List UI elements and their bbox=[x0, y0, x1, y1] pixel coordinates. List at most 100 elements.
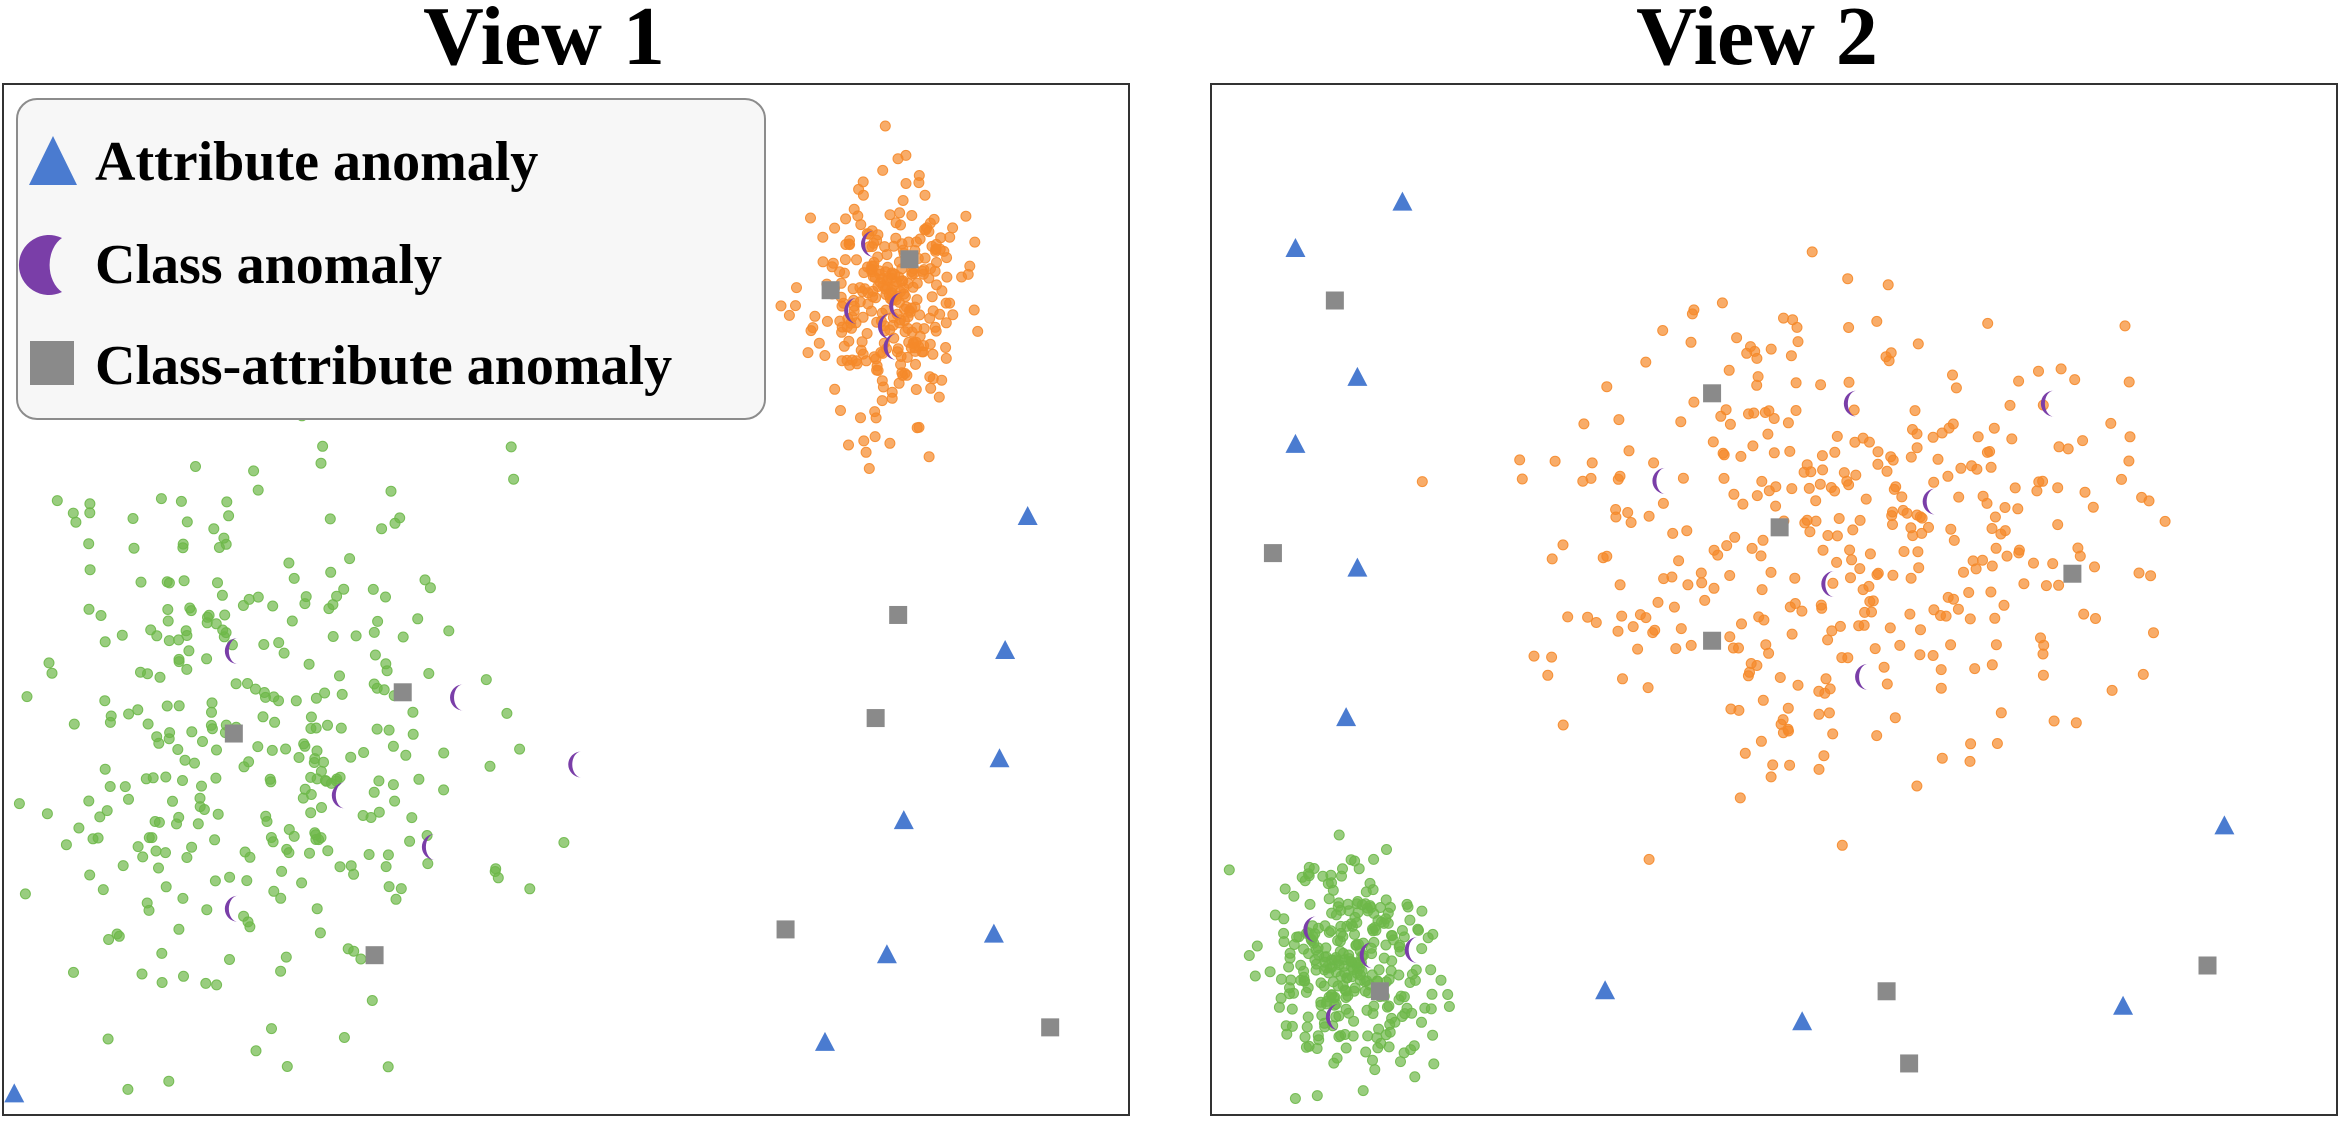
cluster-point bbox=[1577, 475, 1589, 487]
cluster-point bbox=[1898, 546, 1910, 557]
cluster-point bbox=[1617, 673, 1628, 685]
cluster-point bbox=[325, 566, 337, 578]
cluster-point bbox=[1871, 315, 1883, 327]
cluster-point bbox=[1990, 639, 2002, 651]
cluster-point bbox=[281, 843, 293, 855]
cluster-point bbox=[2055, 363, 2067, 375]
cluster-point bbox=[1427, 1029, 1439, 1041]
cluster-point bbox=[175, 495, 187, 507]
cluster-point bbox=[775, 300, 787, 312]
cluster-point bbox=[275, 965, 287, 977]
cluster-point bbox=[935, 232, 947, 244]
cluster-point bbox=[1866, 606, 1877, 618]
cluster-point bbox=[918, 340, 930, 352]
cluster-point bbox=[1380, 939, 1392, 951]
cluster-point bbox=[1831, 430, 1843, 442]
cluster-point bbox=[1425, 1003, 1437, 1015]
cluster-point bbox=[1657, 325, 1669, 336]
cluster-point bbox=[348, 945, 360, 957]
class-anomaly-marker bbox=[877, 313, 891, 340]
cluster-point bbox=[1289, 1093, 1301, 1104]
cluster-point bbox=[406, 812, 418, 824]
cluster-point bbox=[208, 523, 220, 535]
cluster-point bbox=[1872, 446, 1884, 458]
class-attribute-anomaly-marker bbox=[821, 281, 840, 300]
cluster-point bbox=[843, 439, 854, 451]
cluster-point bbox=[407, 706, 419, 718]
cluster-point bbox=[290, 695, 302, 707]
attribute-anomaly-marker bbox=[2113, 995, 2134, 1015]
cluster-point bbox=[1912, 546, 1924, 558]
cluster-point bbox=[95, 610, 107, 621]
cluster-point bbox=[387, 779, 399, 791]
cluster-point bbox=[1813, 685, 1825, 697]
cluster-point bbox=[1826, 625, 1838, 637]
legend-item-attribute-anomaly: Attribute anomaly bbox=[29, 131, 538, 193]
cluster-point bbox=[904, 305, 915, 317]
cluster-point bbox=[412, 613, 424, 625]
cluster-point bbox=[407, 728, 419, 740]
cluster-point bbox=[155, 493, 167, 505]
cluster-point bbox=[2033, 476, 2045, 488]
cluster-point bbox=[389, 517, 401, 529]
cluster-point bbox=[1977, 490, 1989, 502]
cluster-point bbox=[1301, 1021, 1313, 1033]
cluster-point bbox=[143, 832, 155, 844]
cluster-point bbox=[790, 300, 801, 312]
cluster-point bbox=[913, 421, 925, 433]
class-attribute-anomaly-marker bbox=[393, 683, 412, 702]
cluster-point bbox=[99, 695, 111, 707]
cluster-point bbox=[334, 670, 345, 682]
cluster-point bbox=[1327, 976, 1339, 988]
cluster-point bbox=[1309, 954, 1321, 966]
cluster-point bbox=[501, 707, 513, 719]
cluster-point bbox=[1823, 707, 1835, 719]
cluster-point bbox=[1878, 661, 1890, 673]
cluster-point bbox=[438, 747, 450, 759]
cluster-point bbox=[1699, 594, 1711, 606]
cluster-point bbox=[872, 251, 884, 263]
cluster-point bbox=[335, 722, 347, 734]
attribute-anomaly-marker bbox=[893, 810, 914, 830]
cluster-point bbox=[1935, 682, 1947, 694]
class-anomaly-marker bbox=[450, 684, 464, 711]
attribute-anomaly-marker bbox=[1336, 707, 1357, 727]
cluster-point bbox=[1627, 621, 1639, 633]
cluster-point bbox=[1368, 853, 1380, 865]
legend: Attribute anomaly Class anomaly Class-at… bbox=[16, 98, 766, 420]
cluster-point bbox=[2077, 435, 2089, 447]
cluster-point bbox=[1562, 611, 1574, 623]
cluster-point bbox=[910, 384, 922, 395]
cluster-point bbox=[1770, 481, 1782, 493]
cluster-point bbox=[866, 260, 878, 272]
cluster-point bbox=[1354, 969, 1366, 981]
cluster-point bbox=[1901, 507, 1913, 519]
class-anomaly-marker bbox=[1821, 571, 1835, 598]
cluster-point bbox=[900, 178, 912, 189]
cluster-point bbox=[1768, 413, 1780, 424]
cluster-point bbox=[1426, 988, 1438, 1000]
cluster-point bbox=[1927, 650, 1939, 661]
class-attribute-anomaly-marker bbox=[900, 250, 919, 269]
class-attribute-anomaly-marker bbox=[2063, 564, 2082, 583]
cluster-point bbox=[962, 268, 974, 280]
cluster-point bbox=[1718, 472, 1730, 484]
view-1-panel: View 1 bbox=[2, 0, 1130, 1116]
cluster-point bbox=[1278, 936, 1290, 948]
cluster-point bbox=[248, 465, 260, 477]
cluster-point bbox=[390, 893, 402, 905]
cluster-point bbox=[324, 513, 336, 525]
cluster-point bbox=[67, 507, 79, 519]
cluster-point bbox=[2119, 320, 2131, 332]
class-anomaly-marker bbox=[861, 230, 875, 257]
cluster-point bbox=[250, 1045, 262, 1057]
cluster-point bbox=[1729, 531, 1741, 543]
cluster-point bbox=[850, 317, 862, 329]
cluster-point bbox=[2137, 668, 2149, 680]
cluster-point bbox=[1790, 377, 1802, 389]
cluster-point bbox=[1223, 864, 1235, 876]
cluster-point bbox=[1986, 560, 1998, 572]
cluster-point bbox=[1724, 570, 1736, 581]
cluster-point bbox=[1801, 459, 1813, 471]
